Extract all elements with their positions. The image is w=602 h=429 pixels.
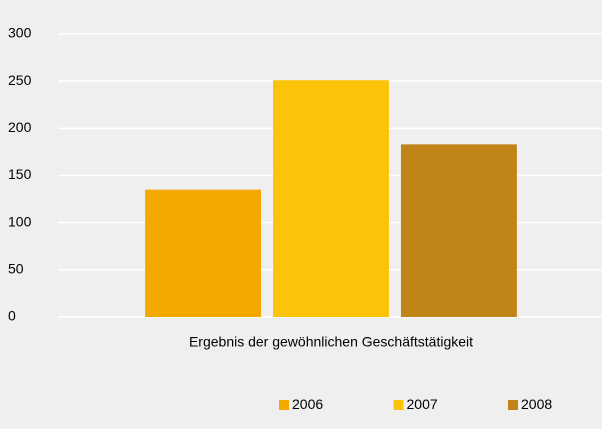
- bar: [273, 80, 389, 318]
- legend-swatch: [393, 400, 404, 410]
- y-tick-label: 0: [8, 308, 16, 324]
- legend-label: 2006: [292, 396, 323, 412]
- y-tick-label: 300: [8, 25, 32, 41]
- x-tick-label: Ergebnis der gewöhnlichen Geschäftstätig…: [189, 334, 473, 350]
- bar: [145, 189, 262, 317]
- y-tick-label: 250: [8, 72, 32, 88]
- y-tick-label: 100: [8, 213, 32, 229]
- bar: [400, 144, 517, 317]
- legend-swatch: [508, 400, 518, 410]
- y-tick-label: 50: [8, 261, 24, 277]
- y-tick-label: 150: [8, 166, 32, 182]
- y-tick-label: 200: [8, 119, 32, 135]
- legend-label: 2008: [521, 396, 552, 412]
- legend-swatch: [279, 400, 289, 410]
- legend-label: 2007: [407, 396, 438, 412]
